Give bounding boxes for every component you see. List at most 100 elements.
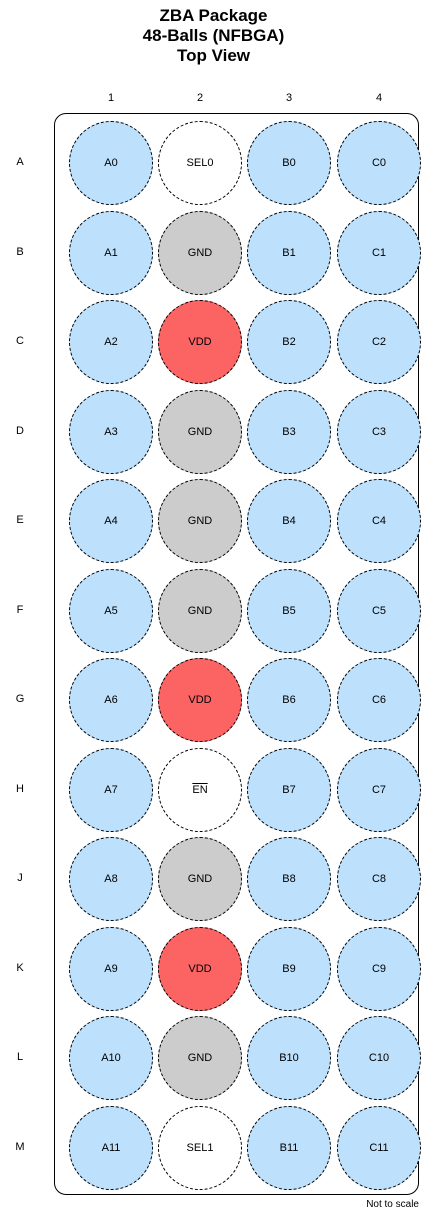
row-label-G: G bbox=[15, 693, 25, 705]
ball-H1: A7 bbox=[69, 747, 153, 832]
ball-label: EN bbox=[192, 783, 208, 796]
ball-J3: B8 bbox=[247, 837, 331, 921]
ball-label: B0 bbox=[282, 157, 296, 169]
column-label-2: 2 bbox=[196, 92, 204, 104]
ball-label: VDD bbox=[188, 962, 212, 975]
ball-label: C3 bbox=[371, 425, 387, 438]
ball-F2: GND bbox=[158, 568, 242, 653]
package-outline bbox=[54, 113, 419, 1195]
ball-label: C5 bbox=[371, 604, 387, 617]
ball-label: A6 bbox=[104, 694, 118, 706]
ball-label: B5 bbox=[282, 604, 296, 617]
ball-label: A4 bbox=[104, 515, 118, 527]
ball-A4: C0 bbox=[337, 121, 421, 205]
ball-label: A1 bbox=[104, 246, 118, 259]
row-label-B: B bbox=[16, 245, 24, 258]
ball-J4: C8 bbox=[337, 837, 421, 921]
ball-label: VDD bbox=[188, 336, 212, 348]
ball-label: A11 bbox=[101, 1141, 121, 1154]
ball-B1: A1 bbox=[69, 210, 153, 295]
ball-label: C1 bbox=[371, 246, 387, 259]
ball-K3: B9 bbox=[247, 926, 331, 1011]
row-label-C: C bbox=[16, 335, 24, 347]
row-label-L: L bbox=[16, 1051, 24, 1063]
ball-F3: B5 bbox=[247, 568, 331, 653]
ball-J1: A8 bbox=[69, 837, 153, 921]
ball-label: C4 bbox=[371, 515, 387, 527]
ball-label: A10 bbox=[101, 1052, 121, 1064]
ball-M3: B11 bbox=[247, 1105, 331, 1190]
ball-K4: C9 bbox=[337, 926, 421, 1011]
row-label-K: K bbox=[16, 961, 24, 974]
ball-M1: A11 bbox=[69, 1105, 153, 1190]
ball-A2: SEL0 bbox=[158, 121, 242, 205]
ball-A3: B0 bbox=[247, 121, 331, 205]
ball-B4: C1 bbox=[337, 210, 421, 295]
row-label-A: A bbox=[16, 156, 24, 168]
ball-label: C2 bbox=[371, 336, 387, 348]
ball-M4: C11 bbox=[337, 1105, 421, 1190]
ball-label: GND bbox=[187, 604, 213, 617]
ball-label: C9 bbox=[371, 962, 387, 975]
row-label-F: F bbox=[16, 603, 24, 616]
title-line-3: Top View bbox=[176, 46, 251, 65]
ball-F1: A5 bbox=[69, 568, 153, 653]
ball-G1: A6 bbox=[69, 658, 153, 742]
ball-label: A5 bbox=[104, 604, 118, 617]
ball-label: A8 bbox=[104, 873, 118, 885]
ball-label: GND bbox=[187, 1052, 213, 1064]
title-line-1: ZBA Package bbox=[159, 6, 268, 25]
ball-label: GND bbox=[187, 246, 213, 259]
row-label-M: M bbox=[15, 1140, 25, 1153]
ball-C4: C2 bbox=[337, 300, 421, 384]
ball-G4: C6 bbox=[337, 658, 421, 742]
title-line-2: 48-Balls (NFBGA) bbox=[142, 26, 285, 45]
ball-L1: A10 bbox=[69, 1016, 153, 1100]
ball-E3: B4 bbox=[247, 479, 331, 563]
ball-label: B2 bbox=[282, 336, 296, 348]
ball-C2: VDD bbox=[158, 300, 242, 384]
ball-D4: C3 bbox=[337, 389, 421, 474]
ball-label: SEL0 bbox=[186, 157, 214, 169]
ball-label: C10 bbox=[368, 1052, 390, 1064]
ball-label: C11 bbox=[369, 1141, 389, 1154]
ball-A1: A0 bbox=[69, 121, 153, 205]
ball-K2: VDD bbox=[158, 926, 242, 1011]
ball-H4: C7 bbox=[337, 747, 421, 832]
ball-D2: GND bbox=[158, 389, 242, 474]
ball-G3: B6 bbox=[247, 658, 331, 742]
ball-K1: A9 bbox=[69, 926, 153, 1011]
ball-label: B11 bbox=[279, 1141, 299, 1154]
ball-H3: B7 bbox=[247, 747, 331, 832]
not-to-scale-note: Not to scale bbox=[366, 1199, 419, 1210]
column-label-1: 1 bbox=[107, 92, 115, 104]
row-label-E: E bbox=[16, 514, 24, 526]
ball-label: A7 bbox=[104, 783, 118, 796]
row-label-J: J bbox=[17, 872, 23, 884]
ball-label: B8 bbox=[282, 873, 296, 885]
ball-label: B9 bbox=[282, 962, 296, 975]
row-label-H: H bbox=[16, 782, 24, 795]
ball-label: B6 bbox=[282, 694, 296, 706]
column-label-4: 4 bbox=[375, 92, 383, 104]
ball-F4: C5 bbox=[337, 568, 421, 653]
ball-label: C6 bbox=[371, 694, 387, 706]
ball-label: B1 bbox=[282, 246, 296, 259]
ball-D3: B3 bbox=[247, 389, 331, 474]
ball-label: GND bbox=[187, 873, 213, 885]
ball-label: A3 bbox=[104, 425, 118, 438]
ball-label: SEL1 bbox=[186, 1141, 214, 1154]
ball-B2: GND bbox=[158, 210, 242, 295]
ball-label: VDD bbox=[188, 694, 212, 706]
ball-L4: C10 bbox=[337, 1016, 421, 1100]
ball-L2: GND bbox=[158, 1016, 242, 1100]
ball-B3: B1 bbox=[247, 210, 331, 295]
ball-G2: VDD bbox=[158, 658, 242, 742]
ball-E4: C4 bbox=[337, 479, 421, 563]
ball-label: B3 bbox=[282, 425, 296, 438]
ball-label: A2 bbox=[104, 336, 118, 348]
ball-label: C7 bbox=[371, 783, 387, 796]
ball-label: B4 bbox=[282, 515, 296, 527]
ball-label: GND bbox=[187, 425, 213, 438]
ball-E2: GND bbox=[158, 479, 242, 563]
